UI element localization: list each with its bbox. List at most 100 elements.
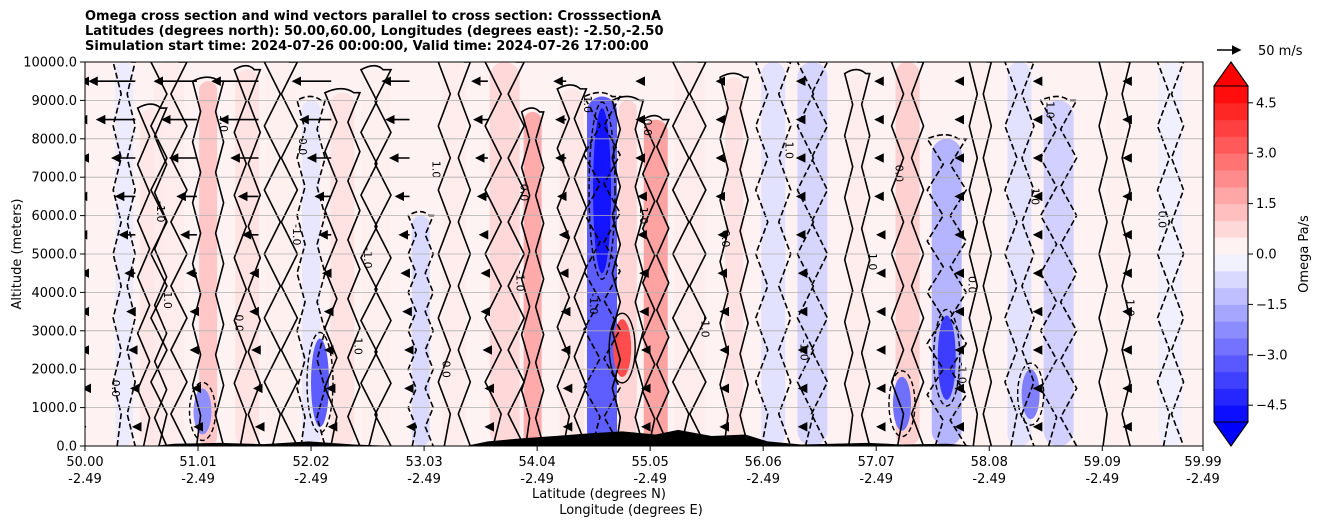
y-tick-label: 1000.0 bbox=[32, 401, 78, 416]
x-tick-label-longitude: -2.49 bbox=[633, 472, 667, 487]
contour-label: 0.0 bbox=[518, 184, 531, 202]
contour-label: -1.0 bbox=[154, 201, 167, 222]
contour-line bbox=[1098, 62, 1131, 446]
y-tick-label: 2000.0 bbox=[32, 363, 78, 378]
contour-label: 0.0 bbox=[1156, 211, 1169, 229]
y-axis-label: Altitude (meters) bbox=[10, 199, 25, 310]
contour-label: 1.0 bbox=[351, 337, 364, 355]
colorbar-extend-min bbox=[1213, 421, 1249, 447]
omega-strong-cell bbox=[311, 338, 330, 427]
contour-label: 0.0 bbox=[965, 276, 978, 294]
contour-line-cell bbox=[306, 331, 334, 434]
omega-strong-cell bbox=[937, 315, 956, 400]
y-tick-label: 7000.0 bbox=[32, 171, 78, 186]
contour-line bbox=[890, 62, 925, 446]
contour-line bbox=[968, 62, 993, 446]
contour-line bbox=[1039, 95, 1078, 446]
x-tick-label-longitude: -2.49 bbox=[181, 472, 215, 487]
contour-line bbox=[359, 64, 393, 446]
contour-label: 0.0 bbox=[296, 138, 309, 156]
contour-label: -1.0 bbox=[587, 293, 600, 314]
x-tick-label-latitude: 56.06 bbox=[745, 455, 782, 470]
colorbar-segment bbox=[1214, 338, 1248, 356]
x-tick-label-latitude: 59.09 bbox=[1084, 455, 1121, 470]
contour-label: 1.0 bbox=[161, 291, 174, 309]
wind-reference-legend: 50 m/s bbox=[1217, 44, 1303, 59]
axes: 0.0 1000.0 2000.0 3000.0 4000.0 5000.0 6000.0 7… bbox=[23, 56, 1221, 488]
colorbar-segment bbox=[1214, 388, 1248, 406]
x-tick-label-latitude: 52.02 bbox=[292, 455, 329, 470]
colorbar-segment bbox=[1214, 237, 1248, 255]
colorbar-segment bbox=[1214, 86, 1248, 104]
omega-band bbox=[618, 100, 637, 446]
contour-line bbox=[150, 62, 188, 446]
x-tick-label-longitude: -2.49 bbox=[972, 472, 1006, 487]
contour-line bbox=[796, 62, 829, 446]
x-axis-label-longitude: Longitude (degrees E) bbox=[559, 503, 703, 518]
contour-label: 0.0 bbox=[232, 314, 245, 332]
contour-label: 1.0 bbox=[866, 253, 879, 271]
colorbar-extend-max bbox=[1213, 61, 1249, 87]
contour-label: -1.0 bbox=[956, 362, 969, 383]
contour-label: -1.0 bbox=[1044, 97, 1057, 118]
terrain-profile bbox=[85, 429, 1203, 446]
colorbar-tick-label: −3.0 bbox=[1256, 348, 1288, 363]
chart-title-line-3: Simulation start time: 2024-07-26 00:00:… bbox=[85, 39, 649, 54]
y-tick-label: 6000.0 bbox=[32, 209, 78, 224]
omega-band bbox=[1043, 100, 1074, 446]
omega-strong-cell bbox=[613, 319, 632, 377]
contour-line bbox=[112, 62, 136, 446]
x-tick-label-latitude: 54.04 bbox=[519, 455, 556, 470]
wind-reference-label: 50 m/s bbox=[1258, 44, 1303, 59]
x-tick-label-latitude: 57.07 bbox=[858, 455, 895, 470]
omega-band bbox=[559, 88, 584, 446]
contour-line bbox=[520, 107, 545, 446]
x-tick-label-longitude: -2.49 bbox=[407, 472, 441, 487]
colorbar-tick-label: −1.5 bbox=[1256, 298, 1288, 313]
contour-line bbox=[233, 64, 262, 446]
x-tick-label-latitude: 51.01 bbox=[179, 455, 216, 470]
omega-band bbox=[199, 81, 218, 446]
contour-label: 0.0 bbox=[893, 165, 906, 183]
colorbar-tick-label: −4.5 bbox=[1256, 399, 1288, 414]
contour-label: -1.0 bbox=[514, 270, 527, 291]
colorbar-segment bbox=[1214, 119, 1248, 137]
contour-line bbox=[926, 134, 968, 446]
plot-clip-group: 0.0 1.0 -1.0 1.0 0.0 -1.0 0.0 1.0 -1.0 1.0 0.0 -1.0… bbox=[85, 62, 1203, 446]
contour-line-cell bbox=[1016, 362, 1045, 426]
omega-strong-cell bbox=[892, 376, 911, 431]
contour-line bbox=[484, 62, 526, 446]
contour-label: 0.0 bbox=[719, 230, 732, 248]
contour-label: 1.0 bbox=[581, 95, 594, 113]
y-tick-label: 5000.0 bbox=[32, 248, 78, 263]
contour-label: -1.0 bbox=[361, 247, 374, 268]
colorbar-segment bbox=[1214, 354, 1248, 373]
colorbar-tick-label: 0.0 bbox=[1256, 248, 1277, 263]
x-tick-label-longitude: -2.49 bbox=[68, 472, 102, 487]
colorbar-segment bbox=[1214, 153, 1248, 171]
omega-strong-cell bbox=[593, 108, 612, 274]
colorbar-segment bbox=[1214, 136, 1248, 154]
omega-band bbox=[360, 69, 391, 446]
x-tick-label-longitude: -2.49 bbox=[520, 472, 554, 487]
contour-label: 0.0 bbox=[109, 380, 122, 398]
contour-label: -1.0 bbox=[698, 316, 711, 337]
contour-line bbox=[582, 91, 622, 446]
contour-line-cell bbox=[933, 308, 961, 407]
y-tick-label: 9000.0 bbox=[32, 94, 78, 109]
omega-band bbox=[235, 69, 260, 446]
x-tick-label-longitude: -2.49 bbox=[859, 472, 893, 487]
omega-band bbox=[643, 119, 668, 446]
colorbar-tick-label: 4.5 bbox=[1256, 96, 1277, 111]
colorbar-tick-label: 3.0 bbox=[1256, 147, 1277, 162]
contour-line bbox=[719, 72, 750, 446]
contour-line bbox=[843, 68, 871, 446]
x-tick-label-longitude: -2.49 bbox=[1186, 472, 1220, 487]
chart-title-line-2: Latitudes (degrees north): 50.00,60.00, … bbox=[85, 24, 664, 39]
x-tick-label-longitude: -2.49 bbox=[1085, 472, 1119, 487]
y-tick-label: 10000.0 bbox=[23, 56, 77, 71]
colorbar-segment bbox=[1214, 287, 1248, 305]
colorbar-segment bbox=[1214, 203, 1248, 221]
contour-line-cell bbox=[888, 370, 916, 438]
contour-label: 0.0 bbox=[641, 119, 654, 137]
